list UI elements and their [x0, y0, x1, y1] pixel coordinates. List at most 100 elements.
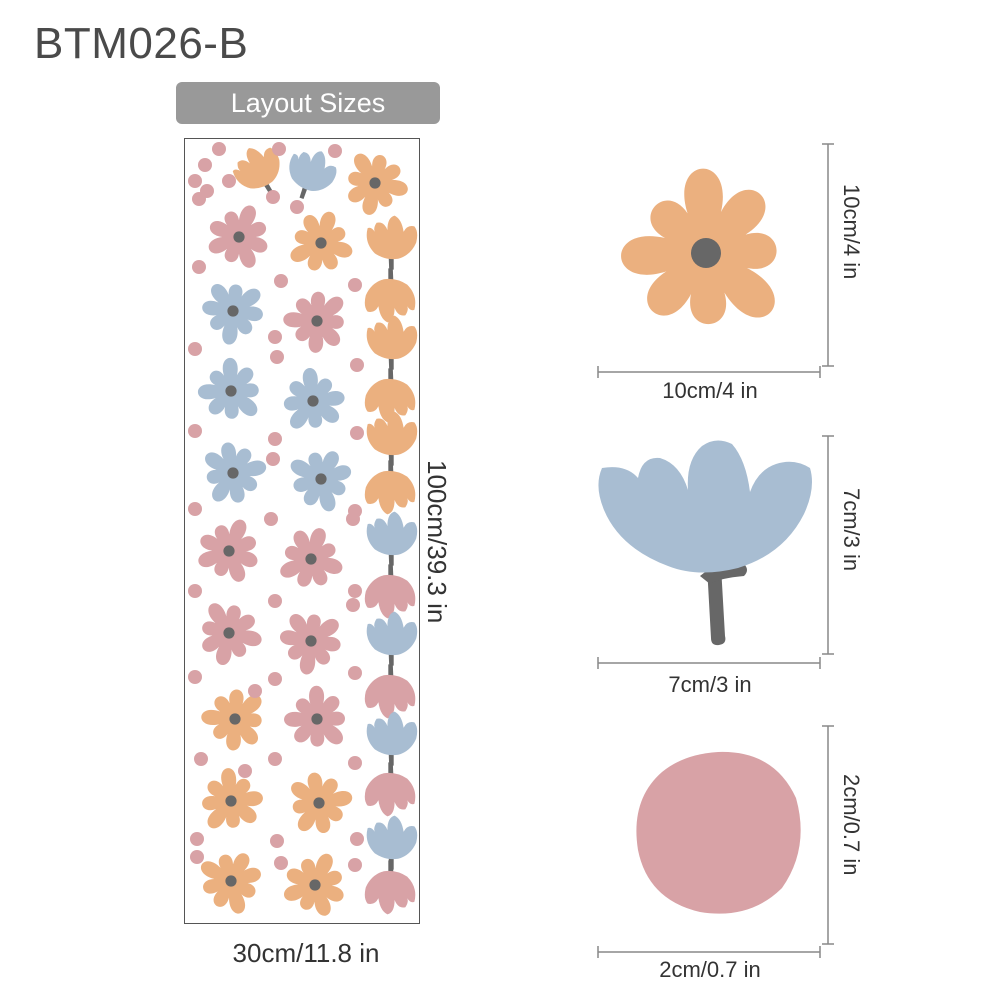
layout-daisy-icon: [280, 528, 343, 587]
layout-tulip-icon: [364, 564, 416, 619]
layout-dot-icon: [194, 752, 208, 766]
layout-daisy-icon: [283, 853, 344, 916]
layout-tulip-icon: [366, 315, 418, 370]
layout-dot-icon: [192, 192, 206, 206]
layout-dot-icon: [268, 672, 282, 686]
layout-dot-icon: [348, 858, 362, 872]
tulip-width-label: 7cm/3 in: [668, 672, 752, 697]
layout-dot-icon: [188, 342, 202, 356]
layout-illustration: [188, 142, 418, 916]
layout-dot-icon: [348, 666, 362, 680]
layout-tulip-icon: [364, 664, 416, 719]
layout-width-label: 30cm/11.8 in: [232, 938, 380, 968]
dot-width-dimension-line: [597, 946, 821, 958]
layout-sizes-badge: Layout Sizes: [176, 82, 440, 124]
layout-dot-icon: [266, 452, 280, 466]
layout-tulip-icon: [364, 762, 416, 817]
layout-dot-icon: [268, 330, 282, 344]
layout-tulip-icon: [364, 860, 416, 915]
layout-dot-icon: [190, 850, 204, 864]
daisy-width-dimension-line: [597, 366, 821, 378]
layout-dot-icon: [266, 190, 280, 204]
layout-dot-icon: [248, 684, 262, 698]
layout-daisy-icon: [197, 357, 259, 419]
layout-dot-icon: [328, 144, 342, 158]
layout-dot-icon: [268, 752, 282, 766]
layout-dot-icon: [350, 358, 364, 372]
layout-dot-icon: [290, 200, 304, 214]
layout-height-label: 100cm/39.3 in: [422, 460, 452, 624]
layout-daisy-icon: [279, 613, 341, 675]
tulip-height-label: 7cm/3 in: [839, 488, 864, 572]
layout-dot-icon: [348, 584, 362, 598]
layout-dot-icon: [346, 598, 360, 612]
tulip-sticker: [598, 440, 812, 646]
product-code: BTM026-B: [34, 19, 249, 68]
layout-tulip-icon: [364, 268, 416, 323]
pink-dot-icon: [636, 751, 801, 914]
layout-daisy-icon: [201, 689, 262, 751]
daisy-shape: [621, 168, 777, 325]
layout-daisy-icon: [198, 519, 258, 582]
daisy-sticker: [621, 168, 777, 325]
layout-daisy-icon: [202, 603, 262, 665]
layout-dot-icon: [350, 832, 364, 846]
layout-dot-icon: [268, 594, 282, 608]
layout-dot-icon: [350, 426, 364, 440]
layout-tulip-icon: [289, 151, 337, 200]
layout-daisy-icon: [290, 211, 353, 271]
layout-tulip-icon: [366, 411, 418, 466]
layout-tulip-icon: [364, 460, 416, 515]
layout-frame: [184, 138, 420, 924]
layout-dot-icon: [268, 432, 282, 446]
layout-dot-icon: [188, 670, 202, 684]
layout-tulip-icon: [232, 147, 280, 195]
layout-dot-icon: [188, 584, 202, 598]
layout-daisy-icon: [202, 768, 263, 829]
layout-tulip-icon: [366, 611, 418, 666]
layout-daisy-icon: [283, 367, 345, 429]
dot-height-dimension-line: [822, 725, 834, 945]
layout-tulip-icon: [366, 711, 418, 766]
daisy-height-label: 10cm/4 in: [839, 184, 864, 280]
layout-dot-icon: [190, 832, 204, 846]
layout-tulip-icon: [366, 215, 418, 270]
layout-daisy-icon: [208, 205, 268, 268]
layout-dot-icon: [238, 764, 252, 778]
tulip-width-dimension-line: [597, 657, 821, 669]
layout-dot-icon: [272, 142, 286, 156]
layout-daisy-icon: [284, 685, 346, 747]
layout-daisy-icon: [205, 442, 267, 503]
layout-dot-icon: [270, 834, 284, 848]
layout-dot-icon: [348, 278, 362, 292]
layout-tulip-icon: [366, 511, 418, 566]
dot-sticker: [636, 751, 801, 914]
daisy-height-dimension-line: [822, 143, 834, 367]
layout-dot-icon: [270, 350, 284, 364]
layout-daisy-icon: [200, 853, 261, 914]
layout-daisy-icon: [291, 772, 353, 834]
layout-dot-icon: [274, 274, 288, 288]
layout-dot-icon: [192, 260, 206, 274]
layout-dot-icon: [188, 424, 202, 438]
layout-dot-icon: [346, 512, 360, 526]
layout-dot-icon: [188, 502, 202, 516]
layout-dot-icon: [188, 174, 202, 188]
layout-dot-icon: [222, 174, 236, 188]
daisy-flower-icon: [621, 168, 777, 325]
layout-dot-icon: [264, 512, 278, 526]
layout-dot-icon: [274, 856, 288, 870]
layout-dot-icon: [348, 756, 362, 770]
dot-width-label: 2cm/0.7 in: [659, 957, 761, 982]
layout-daisy-icon: [290, 451, 352, 512]
tulip-flower-icon: [598, 440, 812, 646]
layout-daisy-icon: [348, 153, 408, 215]
layout-daisy-icon: [202, 284, 263, 345]
dot-height-label: 2cm/0.7 in: [839, 774, 864, 876]
layout-dot-icon: [198, 158, 212, 172]
tulip-height-dimension-line: [822, 435, 834, 655]
layout-tulip-icon: [364, 368, 416, 423]
daisy-width-label: 10cm/4 in: [662, 378, 758, 403]
layout-dot-icon: [212, 142, 226, 156]
layout-daisy-icon: [283, 291, 344, 353]
